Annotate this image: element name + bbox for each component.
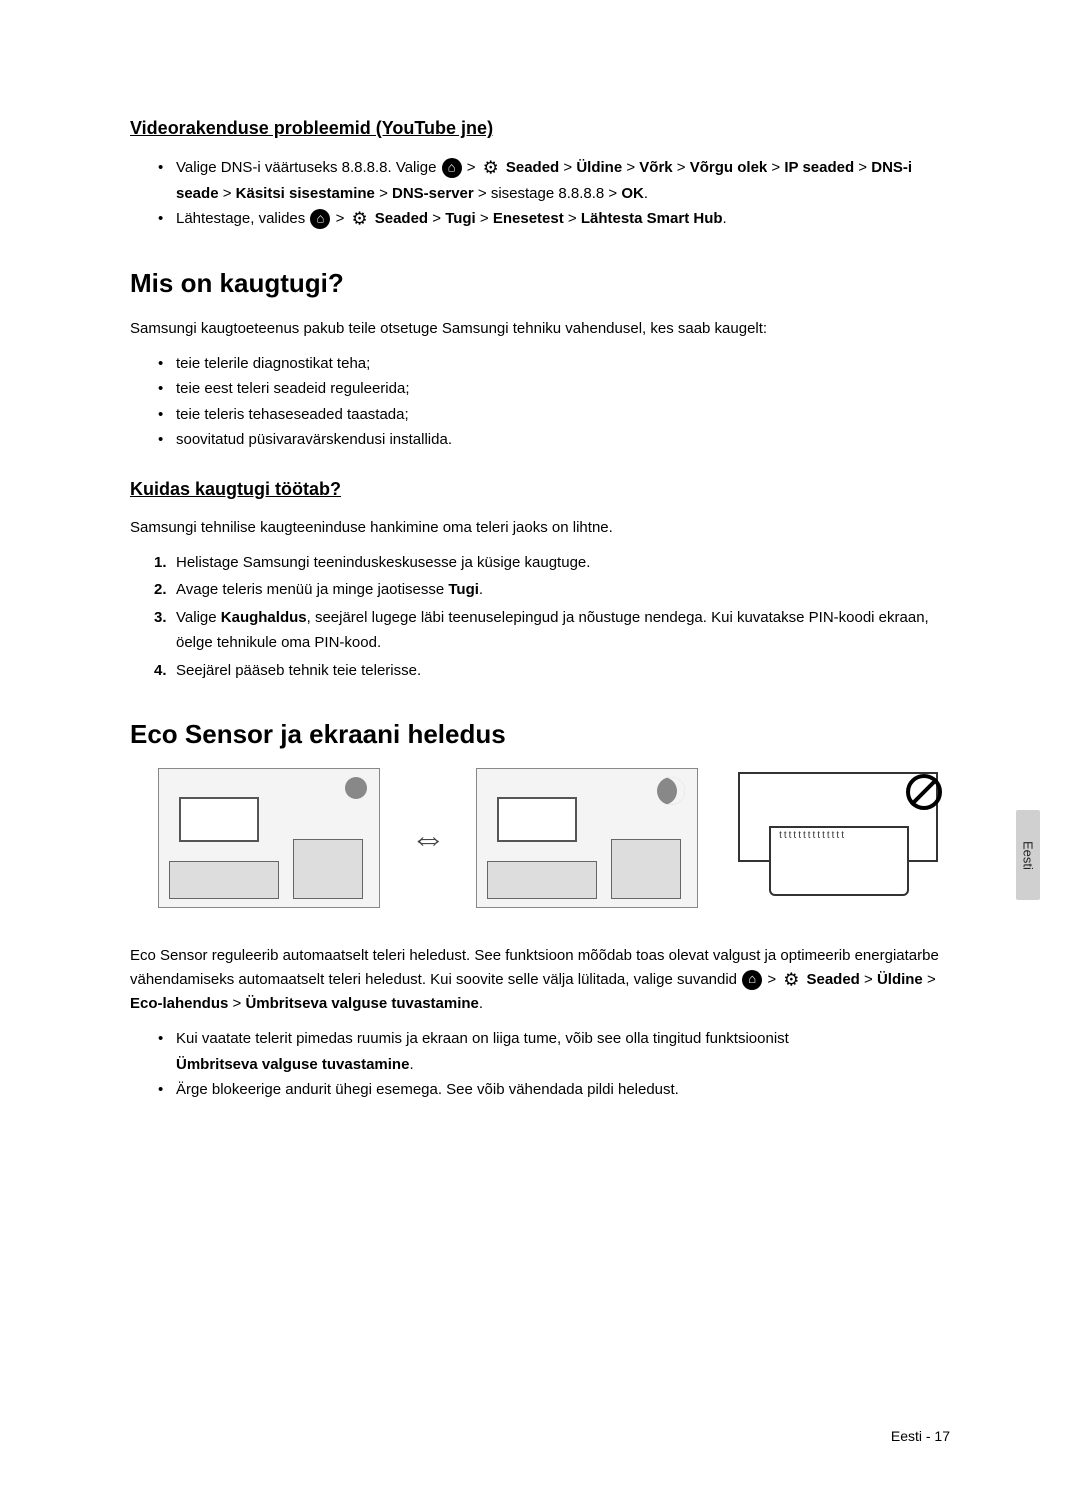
- home-icon: [310, 209, 330, 229]
- language-tab: Eesti: [1016, 810, 1040, 900]
- remote-intro: Samsungi kaugtoeteenus pakub teile otset…: [130, 317, 950, 341]
- home-icon: [442, 158, 462, 178]
- gear-icon: [350, 209, 370, 229]
- remote-b2: teie eest teleri seadeid reguleerida;: [158, 376, 950, 402]
- heading-video-problems: Videorakenduse probleemid (YouTube jne): [130, 118, 950, 139]
- home-icon: [742, 970, 762, 990]
- remote-b3: teie teleris tehaseseaded taastada;: [158, 402, 950, 428]
- remote-b1: teie telerile diagnostikat teha;: [158, 351, 950, 377]
- illu-do-not-block: [728, 768, 950, 908]
- step-4: Seejärel pääseb tehnik teie telerisse.: [158, 658, 950, 684]
- eco-illustrations: ⇔: [158, 768, 950, 908]
- illu-dark-room: [476, 768, 698, 908]
- eco-paragraph: Eco Sensor reguleerib automaatselt teler…: [130, 944, 950, 1016]
- illu-bright-room: [158, 768, 380, 908]
- eco-b2: Ärge blokeerige andurit ühegi esemega. S…: [158, 1077, 950, 1103]
- prohibited-icon: [906, 774, 942, 810]
- bullet-reset: Lähtestage, valides > Seaded > Tugi > En…: [158, 206, 950, 232]
- step-2: Avage teleris menüü ja minge jaotisesse …: [158, 577, 950, 603]
- step-1: Helistage Samsungi teeninduskeskusesse j…: [158, 550, 950, 576]
- heading-remote-support: Mis on kaugtugi?: [130, 268, 950, 299]
- eco-b1: Kui vaatate telerit pimedas ruumis ja ek…: [158, 1026, 950, 1077]
- remote-b4: soovitatud püsivaravärskendusi installid…: [158, 427, 950, 453]
- howworks-intro: Samsungi tehnilise kaugteeninduse hankim…: [130, 516, 950, 540]
- gear-icon: [481, 158, 501, 178]
- heading-eco-sensor: Eco Sensor ja ekraani heledus: [130, 719, 950, 750]
- arrow-icon: ⇔: [410, 768, 446, 908]
- bullet-dns: Valige DNS-i väärtuseks 8.8.8.8. Valige …: [158, 155, 950, 206]
- page-footer: Eesti - 17: [891, 1428, 950, 1444]
- heading-how-works: Kuidas kaugtugi töötab?: [130, 479, 950, 500]
- step-3: Valige Kaughaldus, seejärel lugege läbi …: [158, 605, 950, 656]
- gear-icon: [781, 970, 801, 990]
